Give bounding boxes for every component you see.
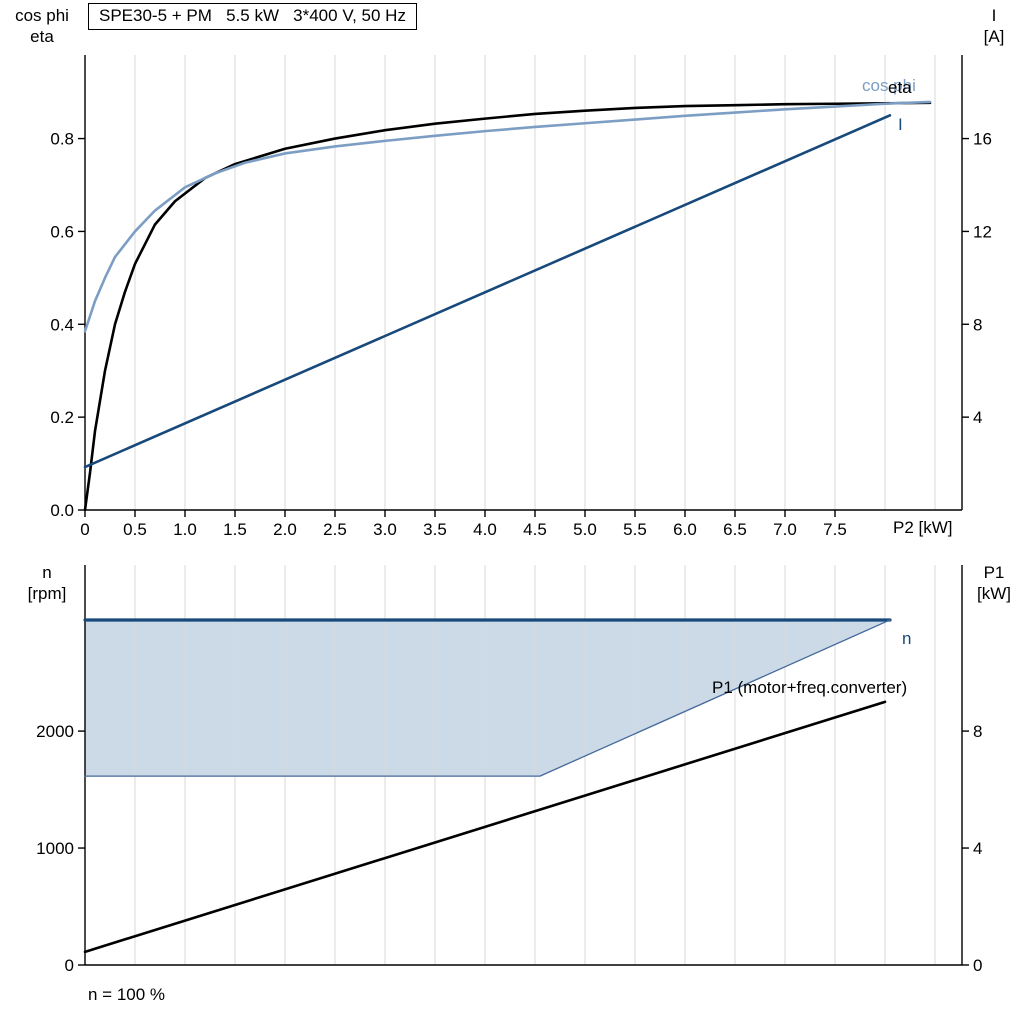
series-eta [83,101,932,512]
operating-range-area [85,619,890,777]
y-right-tick-label: 4 [973,408,982,427]
series-i [83,114,892,469]
y-left-tick-label: 1000 [36,839,74,858]
axis-title-line: cos phi [15,6,69,25]
x-tick-label: 5.5 [623,520,647,539]
bottom-left-axis-title: n [rpm] [12,562,82,604]
x-tick-label: 0 [80,520,89,539]
top-left-axis-title: cos phi eta [4,5,80,47]
y-left-tick-label: 0 [65,956,74,975]
y-left-tick-label: 2000 [36,722,74,741]
chart-title-box: SPE30-5 + PM 5.5 kW 3*400 V, 50 Hz [88,3,417,30]
y-left-tick-label: 0.2 [50,408,74,427]
x-tick-label: 5.0 [573,520,597,539]
x-tick-label: 3.5 [423,520,447,539]
axis-title-line: [kW] [977,584,1011,603]
x-tick-label: 0.5 [123,520,147,539]
y-left-tick-label: 0.0 [50,501,74,520]
x-tick-label: 7.0 [773,520,797,539]
top-right-axis-title: I [A] [972,5,1016,47]
x-tick-label: 2.5 [323,520,347,539]
x-tick-label: 1.0 [173,520,197,539]
axis-title-line: eta [30,27,54,46]
x-tick-label: 2.0 [273,520,297,539]
x-tick-label: 7.5 [823,520,847,539]
x-tick-label: 4.0 [473,520,497,539]
series-operating-range-boundary [84,619,891,777]
x-tick-label: 1.5 [223,520,247,539]
x-tick-label: 3.0 [373,520,397,539]
x-axis-label: P2 [kW] [893,518,953,537]
axis-title-line: P1 [983,563,1005,582]
y-left-tick-label: 0.6 [50,222,74,241]
y-right-tick-label: 4 [973,839,982,858]
plot-1: 0 1000 2000 0 4 8 [36,565,982,975]
series-cos-phi [83,100,932,333]
curve-label-current: I [898,115,903,134]
y-right-tick-label: 0 [973,956,982,975]
speed-annotation: n = 100 % [88,985,166,1004]
y-right-tick-label: 12 [973,222,992,241]
plot-0: 0 0.5 1.0 1.5 2.0 2.5 3.0 3.5 4.0 4.5 5.0 5.5 6.0 6.5… [50,55,992,539]
axis-title-line: n [42,563,52,582]
y-right-tick-label: 8 [973,315,982,334]
y-left-tick-label: 0.8 [50,130,74,149]
x-tick-label: 6.0 [673,520,697,539]
axis-title-line: I [991,6,997,25]
curve-label-cos-phi: cos phi [862,76,916,95]
axis-title-line: [rpm] [27,584,67,603]
axis-title-line: [A] [983,27,1005,46]
series-p1-motor-freq-converter- [83,700,887,954]
y-right-tick-label: 16 [973,130,992,149]
y-left-tick-label: 0.4 [50,315,74,334]
curve-label-eta: eta [888,78,912,97]
x-tick-label: 4.5 [523,520,547,539]
x-tick-label: 6.5 [723,520,747,539]
curve-label-p1: P1 (motor+freq.converter) [712,678,908,697]
curve-label-speed: n [902,629,912,648]
y-right-tick-label: 8 [973,722,982,741]
bottom-right-axis-title: P1 [kW] [968,562,1020,604]
